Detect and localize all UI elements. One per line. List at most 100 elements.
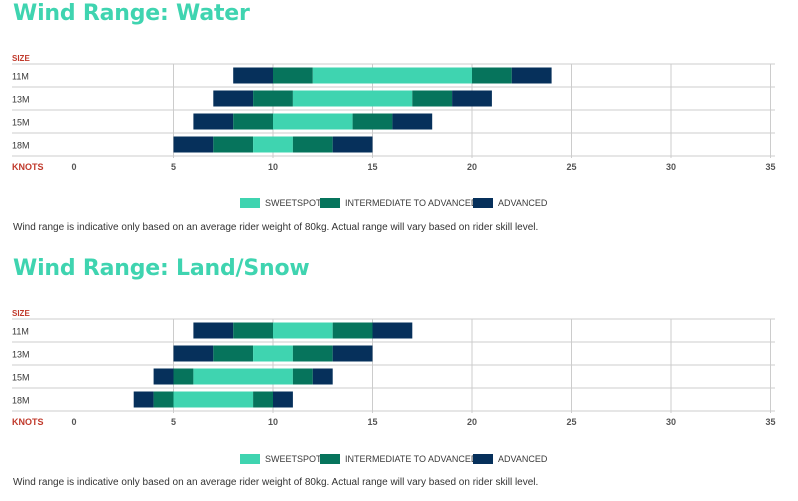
size-category-label: 18M [12, 141, 30, 151]
bar-segment-intermediate [292, 368, 313, 385]
bar-segment-advanced [511, 67, 552, 84]
legend-item-sweetspot: SWEETSPOT [240, 196, 322, 210]
bar-segment-advanced [133, 391, 154, 408]
bar-segment-intermediate [233, 113, 273, 130]
water-disclaimer-note: Wind range is indicative only based on a… [13, 222, 539, 233]
bar-segment-intermediate [173, 368, 194, 385]
water-chart-legend: SWEETSPOT INTERMEDIATE TO ADVANCED ADVAN… [0, 196, 798, 210]
bar-segment-advanced [233, 67, 273, 84]
grid [12, 63, 775, 158]
bar-segment-intermediate [153, 391, 174, 408]
bar-segment-advanced [273, 391, 293, 408]
bar-segment-intermediate [292, 345, 333, 362]
size-axis-label: SIZE [12, 309, 30, 318]
x-tick-label: 25 [566, 417, 576, 427]
legend-item-advanced: ADVANCED [473, 196, 547, 210]
bar-segment-sweetspot [253, 345, 293, 362]
size-category-label: 13M [12, 350, 30, 360]
x-tick-label: 10 [268, 162, 278, 172]
bar-segment-advanced [372, 322, 413, 339]
bar-segment-intermediate [213, 345, 254, 362]
bar-segment-intermediate [352, 113, 393, 130]
bars [173, 67, 552, 153]
bar-segment-advanced [193, 322, 234, 339]
size-category-label: 11M [12, 72, 29, 82]
bar-segment-advanced [173, 345, 214, 362]
size-category-label: 18M [12, 396, 30, 406]
bar-segment-advanced [392, 113, 433, 130]
land-disclaimer-note: Wind range is indicative only based on a… [13, 477, 539, 488]
bar-segment-advanced [153, 368, 174, 385]
bar-segment-advanced [332, 136, 373, 153]
x-tick-label: 30 [666, 162, 676, 172]
bar-segment-sweetspot [253, 136, 293, 153]
size-axis-label: SIZE [12, 54, 30, 63]
legend-intermediate-label: INTERMEDIATE TO ADVANCED [345, 454, 478, 464]
bar-segment-intermediate [253, 391, 273, 408]
size-category-label: 15M [12, 118, 30, 128]
bar-segment-intermediate [292, 136, 333, 153]
intermediate-swatch [320, 198, 340, 208]
bar-segment-sweetspot [173, 391, 254, 408]
legend-item-intermediate: INTERMEDIATE TO ADVANCED [320, 452, 477, 466]
land-chart-legend: SWEETSPOT INTERMEDIATE TO ADVANCED ADVAN… [0, 452, 798, 466]
bar-segment-intermediate [253, 90, 293, 107]
bar-segment-advanced [452, 90, 492, 107]
x-tick-label: 25 [566, 162, 576, 172]
bar-segment-advanced [332, 345, 373, 362]
legend-sweetspot-label: SWEETSPOT [265, 454, 322, 464]
bar-segment-sweetspot [193, 368, 293, 385]
legend-advanced-label: ADVANCED [498, 454, 548, 464]
size-category-label: 11M [12, 327, 29, 337]
bar-segment-advanced [213, 90, 254, 107]
intermediate-swatch [320, 454, 340, 464]
bar-segment-sweetspot [292, 90, 413, 107]
bar-segment-sweetspot [273, 113, 353, 130]
bar-segment-sweetspot [273, 322, 333, 339]
bar-segment-intermediate [213, 136, 254, 153]
legend-intermediate-label: INTERMEDIATE TO ADVANCED [345, 198, 478, 208]
bar-segment-advanced [173, 136, 214, 153]
x-tick-label: 10 [268, 417, 278, 427]
x-tick-label: 15 [367, 162, 377, 172]
size-category-label: 15M [12, 373, 30, 383]
bar-segment-intermediate [412, 90, 453, 107]
x-tick-label: 0 [71, 162, 76, 172]
bar-segment-sweetspot [312, 67, 472, 84]
legend-item-sweetspot: SWEETSPOT [240, 452, 322, 466]
bars [133, 322, 413, 408]
labels: SIZE 11M 13M 15M 18M KNOTS 0 5 10 15 20 25 30 35 [12, 309, 776, 427]
bar-segment-advanced [193, 113, 234, 130]
legend-advanced-label: ADVANCED [498, 198, 548, 208]
bar-segment-intermediate [233, 322, 273, 339]
size-category-label: 13M [12, 95, 30, 105]
x-tick-label: 35 [765, 417, 775, 427]
sweetspot-swatch [240, 454, 260, 464]
advanced-swatch [473, 454, 493, 464]
knots-axis-label: KNOTS [12, 417, 44, 427]
bar-segment-intermediate [332, 322, 373, 339]
land-wind-range-chart: SIZE 11M 13M 15M 18M KNOTS 0 5 10 15 20 25 30 35 [12, 309, 776, 427]
x-tick-label: 5 [171, 162, 176, 172]
knots-axis-label: KNOTS [12, 162, 44, 172]
labels: SIZE 11M 13M 15M 18M KNOTS 0 5 10 15 20 25 30 35 [12, 54, 776, 172]
bar-segment-advanced [312, 368, 333, 385]
water-chart-title: Wind Range: Water [13, 1, 250, 26]
legend-item-intermediate: INTERMEDIATE TO ADVANCED [320, 196, 477, 210]
legend-item-advanced: ADVANCED [473, 452, 547, 466]
x-tick-label: 0 [71, 417, 76, 427]
water-wind-range-chart: SIZE 11M 13M 15M 18M KNOTS 0 5 10 15 20 25 30 35 [12, 54, 776, 172]
advanced-swatch [473, 198, 493, 208]
bar-segment-intermediate [273, 67, 313, 84]
sweetspot-swatch [240, 198, 260, 208]
x-tick-label: 20 [467, 162, 477, 172]
x-tick-label: 5 [171, 417, 176, 427]
grid [12, 318, 775, 413]
land-chart-title: Wind Range: Land/Snow [13, 256, 310, 281]
x-tick-label: 20 [467, 417, 477, 427]
x-tick-label: 30 [666, 417, 676, 427]
x-tick-label: 15 [367, 417, 377, 427]
bar-segment-intermediate [472, 67, 512, 84]
x-tick-label: 35 [765, 162, 775, 172]
legend-sweetspot-label: SWEETSPOT [265, 198, 322, 208]
